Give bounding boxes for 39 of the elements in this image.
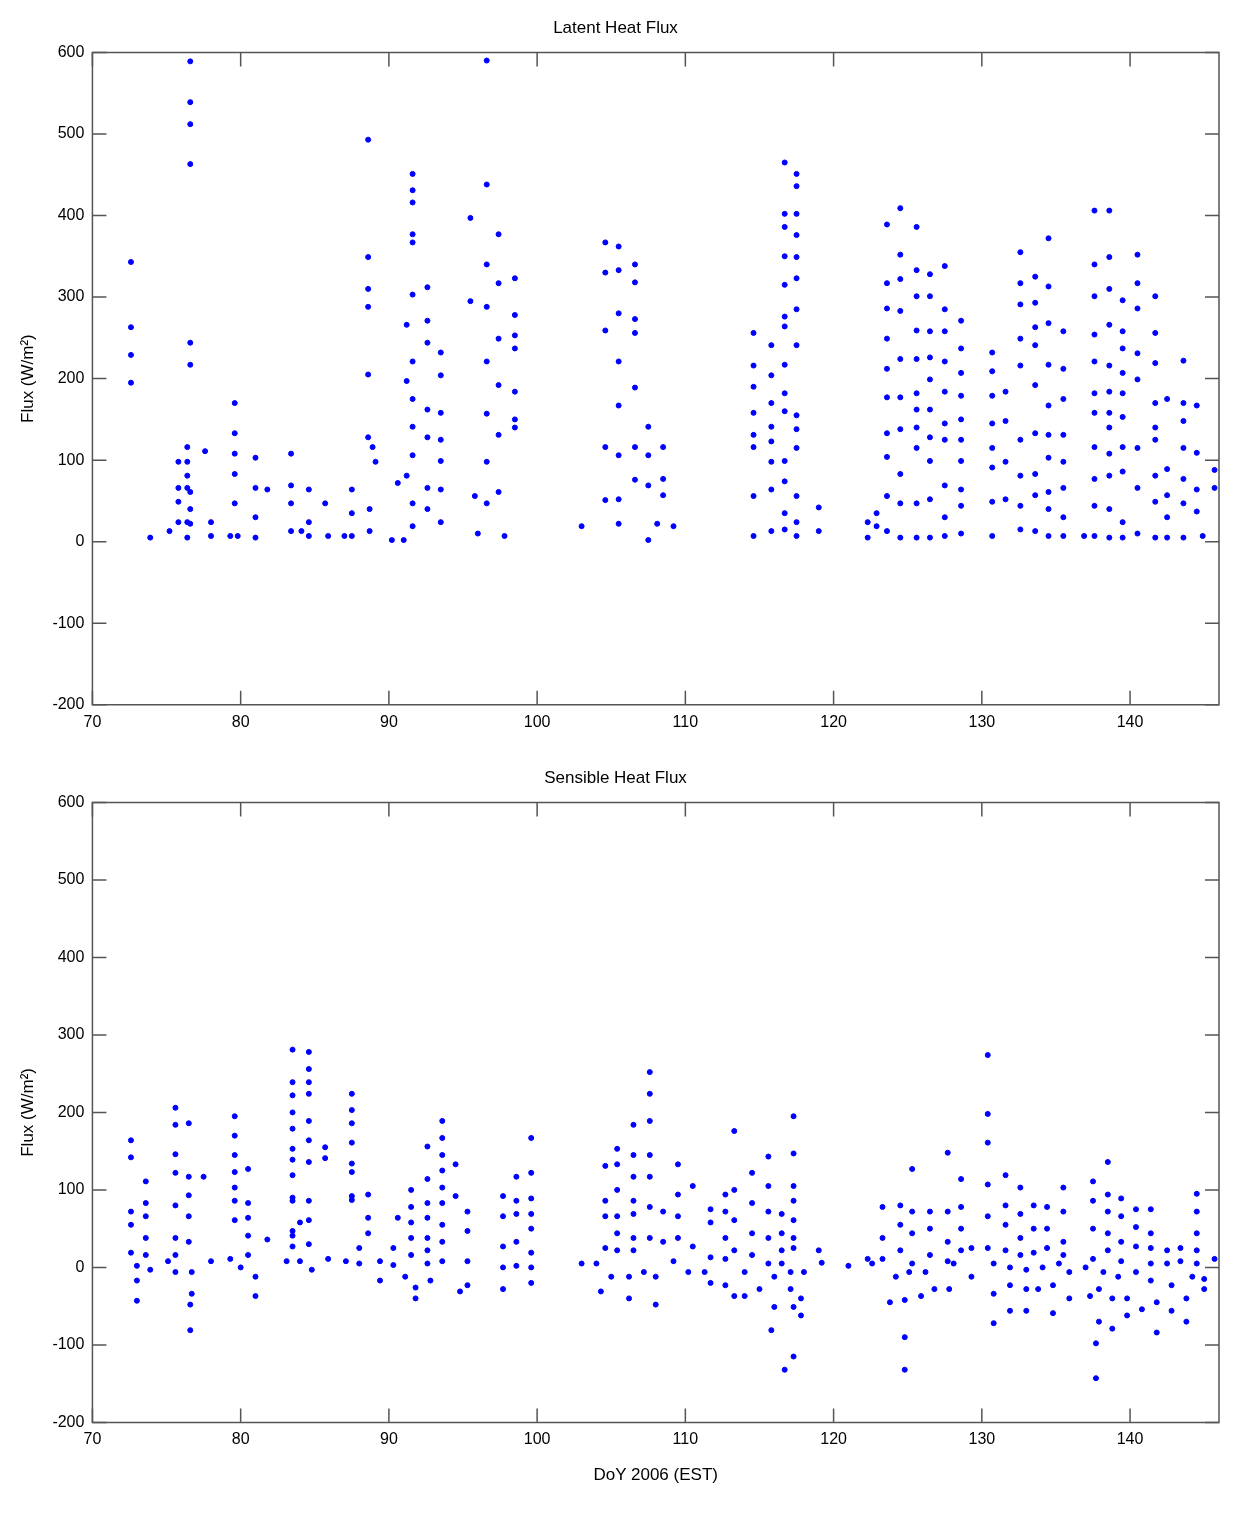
y-tick-label: 100 [57,450,85,468]
x-tick-label: 120 [820,1430,848,1448]
x-axis-title: DoY 2006 (EST) [593,1465,718,1485]
x-tick-label: 80 [231,712,250,730]
x-tick-label: 130 [968,712,996,730]
y-tick-label: 600 [57,792,85,810]
y-tick-label: -100 [52,613,85,631]
y-tick-label: 600 [57,42,85,60]
y-tick-label: 300 [57,1025,85,1043]
x-tick-label: 110 [672,1430,699,1448]
x-tick-label: 80 [231,1430,250,1448]
y-axis-title: Flux (W/m²) [17,334,37,423]
chart-title: Latent Heat Flux [553,17,679,37]
y-tick-label: -200 [52,1412,85,1430]
x-tick-label: 90 [379,1430,398,1448]
y-tick-label: 200 [57,1102,85,1120]
x-tick-label: 100 [523,1430,551,1448]
y-tick-label: 400 [57,205,85,223]
y-axis-title: Flux (W/m²) [17,1068,37,1157]
y-tick-label: 300 [57,287,85,305]
x-tick-label: 90 [379,712,398,730]
x-tick-label: 70 [83,1430,102,1448]
y-tick-label: 200 [57,369,85,387]
y-tick-label: 0 [75,1257,85,1275]
y-tick-label: 400 [57,947,85,965]
x-tick-label: 130 [968,1430,996,1448]
y-tick-label: -200 [52,695,85,713]
chart-title: Sensible Heat Flux [544,767,688,787]
x-tick-label: 110 [672,712,699,730]
x-tick-label: 120 [820,712,848,730]
y-tick-label: -100 [52,1335,85,1353]
y-tick-label: 500 [57,870,85,888]
x-tick-label: 100 [523,712,551,730]
y-tick-label: 500 [57,124,85,142]
y-tick-label: 0 [75,532,85,550]
x-tick-label: 70 [83,712,102,730]
y-tick-label: 100 [57,1180,85,1198]
x-tick-label: 140 [1116,712,1144,730]
x-tick-label: 140 [1116,1430,1144,1448]
